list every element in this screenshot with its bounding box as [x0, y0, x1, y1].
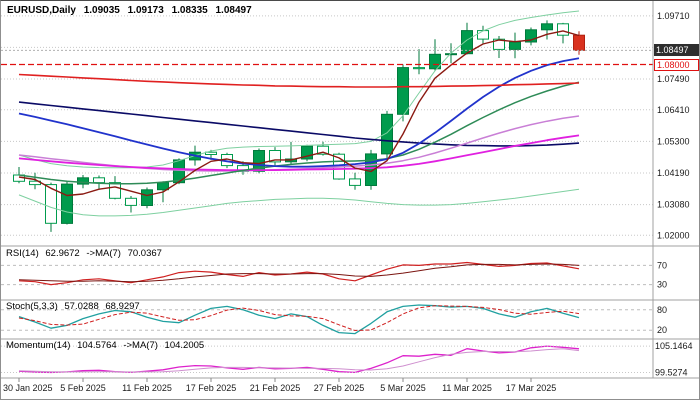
price-axis-label: 1.03080 — [657, 200, 690, 210]
candle-body — [413, 67, 425, 70]
stoch-level-label: 80 — [657, 305, 667, 315]
price-axis-label: 1.04190 — [657, 168, 690, 178]
stoch-name: Stoch(5,3,3) — [6, 301, 58, 312]
stochastic-indicator-label: Stoch(5,3,3) 57.0288 68.9297 — [6, 301, 144, 312]
date-label: 17 Mar 2025 — [506, 383, 557, 393]
stoch-signal-value: 68.9297 — [105, 301, 140, 312]
rsi-ma-line — [18, 263, 580, 283]
price-axis-label: 1.09710 — [657, 11, 690, 21]
candle-body — [109, 182, 121, 199]
momentum-value: 104.5764 — [77, 340, 117, 351]
rsi-name: RSI(14) — [6, 248, 39, 259]
candle-body — [301, 145, 313, 160]
price-axis-label: 1.02000 — [657, 230, 690, 240]
momentum-axis-label: 99.5274 — [655, 368, 688, 378]
candle-body — [477, 30, 489, 40]
candle-body — [445, 53, 457, 56]
candle-body — [525, 29, 537, 43]
ohlc-low: 1.08335 — [171, 5, 208, 16]
candle-body — [429, 53, 441, 70]
ohlc-open: 1.09035 — [83, 5, 120, 16]
date-label: 11 Mar 2025 — [442, 383, 492, 393]
price-axis-label: 1.06410 — [657, 105, 690, 115]
rsi-ma-value: 70.0367 — [127, 248, 162, 259]
candle-body — [493, 38, 505, 50]
stoch-d-line — [18, 305, 580, 331]
momentum-ma-value: 104.2005 — [164, 340, 205, 351]
current-price-tag: 1.08497 — [654, 44, 699, 56]
overlay-sma-red — [18, 73, 580, 88]
candle-body — [557, 23, 569, 36]
candle-body — [173, 159, 185, 184]
rsi-level-label: 30 — [657, 280, 667, 290]
rsi-value: 62.9672 — [45, 248, 80, 259]
date-label: 17 Feb 2025 — [186, 383, 237, 393]
momentum-ma-name: ->MA(7) — [123, 340, 158, 351]
rsi-indicator-label: RSI(14) 62.9672 ->MA(7) 70.0367 — [6, 248, 166, 259]
candle-body — [253, 150, 265, 172]
date-label: 5 Mar 2025 — [380, 383, 426, 393]
momentum-axis-label: 105.1464 — [655, 341, 693, 351]
candle-body — [573, 34, 585, 51]
candle-body — [93, 177, 105, 184]
overlay-ma-blue — [18, 57, 580, 168]
ohlc-close: 1.08497 — [215, 5, 252, 16]
date-label: 27 Feb 2025 — [314, 383, 365, 393]
ohlc-high: 1.09173 — [127, 5, 164, 16]
rsi-level-label: 70 — [657, 260, 667, 270]
overlay-ma-green — [18, 81, 580, 185]
overlay-ma-magenta — [18, 134, 580, 172]
overlay-ma-fast-darkred — [18, 30, 580, 197]
momentum-indicator-label: Momentum(14) 104.5764 ->MA(7) 104.2005 — [6, 340, 208, 351]
date-label: 21 Feb 2025 — [250, 383, 301, 393]
momentum-name: Momentum(14) — [6, 340, 71, 351]
candle-body — [125, 197, 137, 206]
candle-body — [397, 67, 409, 115]
candle-body — [45, 184, 57, 224]
candle-body — [509, 41, 521, 50]
date-label: 11 Feb 2025 — [122, 383, 172, 393]
candle-body — [317, 145, 329, 155]
candle-body — [61, 183, 73, 224]
momentum-ma-line — [18, 348, 580, 373]
candle-body — [141, 189, 153, 207]
rsi-ma-name: ->MA(7) — [86, 248, 121, 259]
candle-body — [381, 113, 393, 155]
overlay-bollinger-upper — [18, 10, 580, 169]
level-price-tag: 1.08000 — [654, 59, 699, 71]
candle-body — [157, 182, 169, 191]
stoch-k-line — [18, 304, 580, 335]
chart-title: EURUSD,Daily 1.09035 1.09173 1.08335 1.0… — [7, 5, 257, 16]
stoch-level-label: 20 — [657, 325, 667, 335]
overlay-ma-violet — [18, 115, 580, 172]
price-axis-label: 1.05300 — [657, 136, 690, 146]
candle-body — [77, 177, 89, 185]
symbol-timeframe: EURUSD,Daily — [7, 5, 76, 16]
stoch-main-value: 57.0288 — [64, 301, 99, 312]
date-label: 30 Jan 2025 — [3, 383, 53, 393]
price-axis-label: 1.07490 — [657, 74, 690, 84]
overlay-bollinger-lower — [18, 188, 580, 217]
candle-body — [349, 178, 361, 186]
candle-body — [205, 151, 217, 155]
overlay-ma-navy — [18, 101, 580, 147]
candle-body — [541, 23, 553, 31]
candle-body — [269, 150, 281, 163]
date-label: 5 Feb 2025 — [60, 383, 106, 393]
